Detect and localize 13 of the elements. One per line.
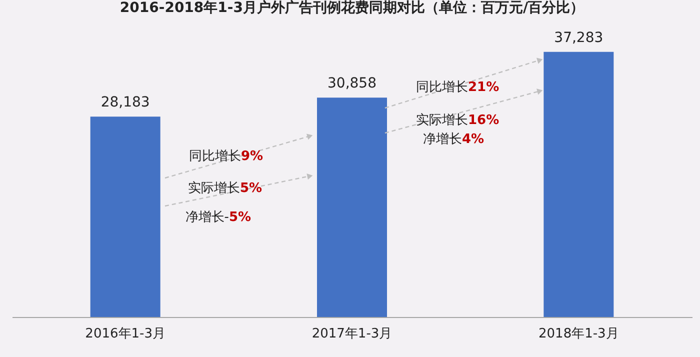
annotation: 实际增长16% xyxy=(416,113,500,128)
annotation: 同比增长21% xyxy=(416,80,500,95)
annotation: 实际增长5% xyxy=(188,181,262,196)
annotation: 净增长-5% xyxy=(185,210,252,225)
annotation: 同比增长9% xyxy=(189,149,264,164)
x-tick-label: 2017年1-3月 xyxy=(312,326,392,342)
annotation: 净增长4% xyxy=(423,132,484,147)
data-label: 30,858 xyxy=(328,76,376,92)
data-label: 28,183 xyxy=(100,94,150,111)
chart-title: 2016-2018年1-3月户外广告刊例花费同期对比（单位：百万元/百分比） xyxy=(120,0,584,16)
x-tick-label: 2018年1-3月 xyxy=(538,326,619,342)
x-tick-label: 2016年1-3月 xyxy=(85,326,166,342)
data-label: 37,283 xyxy=(554,30,604,46)
